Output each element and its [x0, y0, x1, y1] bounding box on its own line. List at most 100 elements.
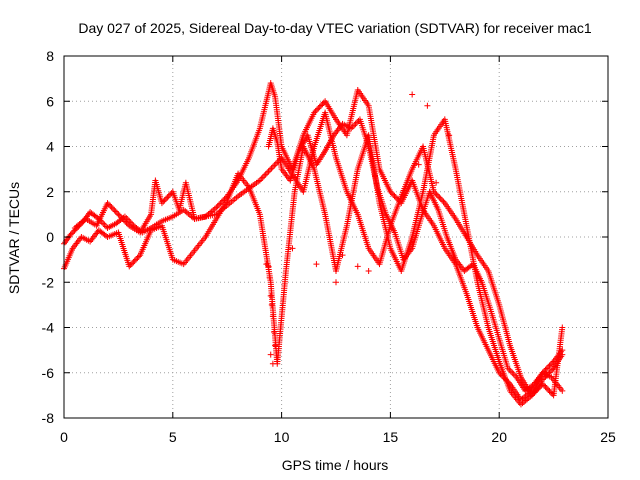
data-point — [123, 219, 130, 226]
data-point — [440, 198, 447, 205]
data-point — [68, 230, 75, 237]
data-point — [135, 253, 142, 260]
data-point — [549, 366, 556, 373]
axis-ticks: 0 5 10 15 20 25 -8 -6 -4 -2 0 2 4 6 8 — [42, 48, 616, 445]
data-point — [390, 191, 397, 198]
data-point — [510, 371, 517, 378]
data-point — [266, 166, 273, 173]
data-point — [160, 198, 167, 205]
data-point — [509, 369, 516, 376]
data-point — [272, 342, 279, 349]
x-tick-label: 10 — [274, 429, 290, 445]
data-point — [547, 389, 554, 396]
data-point — [313, 261, 320, 268]
x-tick-label: 0 — [60, 429, 68, 445]
data-point — [271, 162, 278, 169]
data-point — [72, 226, 79, 233]
data-point — [424, 102, 431, 109]
data-point — [409, 91, 416, 98]
y-tick-label: 6 — [46, 93, 54, 109]
y-tick-label: -4 — [42, 320, 55, 336]
data-point — [262, 171, 269, 178]
data-point — [217, 200, 224, 207]
data-point — [115, 211, 122, 218]
data-point — [546, 362, 553, 369]
data-point — [316, 103, 323, 110]
data-point — [339, 252, 346, 259]
data-point — [545, 364, 552, 371]
data-point — [272, 160, 279, 167]
x-tick-label: 15 — [383, 429, 399, 445]
data-point — [542, 383, 549, 390]
data-point — [134, 254, 141, 261]
data-point — [365, 267, 372, 274]
data-point — [388, 190, 395, 197]
data-point — [269, 163, 276, 170]
data-point — [265, 263, 272, 270]
data-point — [213, 204, 220, 211]
data-point — [167, 191, 174, 198]
data-point — [105, 201, 112, 208]
data-point — [116, 212, 123, 219]
data-point — [67, 231, 74, 238]
data-points — [61, 80, 566, 408]
data-point — [387, 188, 394, 195]
data-point — [109, 205, 116, 212]
data-point — [433, 179, 440, 186]
data-point — [158, 200, 165, 207]
x-tick-label: 5 — [169, 429, 177, 445]
y-tick-label: -2 — [42, 274, 55, 290]
data-point — [129, 260, 135, 267]
data-point — [127, 261, 134, 268]
data-point — [267, 351, 274, 358]
data-point — [543, 385, 550, 392]
data-point — [126, 263, 133, 270]
data-point — [120, 217, 127, 224]
data-point — [391, 192, 398, 199]
data-point — [163, 195, 169, 202]
data-point — [265, 168, 272, 175]
data-point — [70, 229, 77, 236]
data-point — [529, 382, 536, 389]
data-point — [559, 324, 566, 331]
data-point — [122, 218, 129, 225]
data-point — [214, 203, 221, 210]
data-point — [315, 105, 322, 112]
data-point — [559, 387, 566, 394]
data-point — [107, 202, 114, 209]
data-point — [313, 106, 320, 113]
data-point — [218, 198, 225, 205]
data-point — [439, 197, 446, 204]
x-axis-label: GPS time / hours — [282, 457, 389, 473]
data-point — [507, 368, 514, 375]
x-tick-label: 25 — [600, 429, 616, 445]
data-point — [268, 301, 275, 308]
data-point — [433, 191, 440, 198]
data-point — [559, 351, 566, 358]
data-point — [354, 263, 361, 270]
y-tick-label: 0 — [46, 229, 54, 245]
data-point — [333, 279, 339, 286]
data-point — [435, 192, 441, 199]
data-point — [269, 360, 276, 367]
data-point — [108, 204, 115, 211]
chart-title: Day 027 of 2025, Sidereal Day-to-day VTE… — [78, 20, 591, 36]
data-point — [118, 214, 125, 221]
data-point — [114, 209, 121, 216]
y-tick-label: -6 — [42, 365, 55, 381]
data-point — [541, 382, 548, 389]
data-point — [270, 329, 277, 336]
data-point — [104, 200, 111, 207]
data-point — [119, 215, 126, 222]
data-point — [161, 197, 168, 204]
data-point — [543, 365, 550, 372]
data-point — [545, 386, 552, 393]
data-point — [394, 195, 401, 202]
y-tick-label: 4 — [46, 139, 54, 155]
data-point — [133, 256, 140, 263]
data-point — [446, 132, 453, 139]
data-point — [289, 245, 296, 252]
data-point — [131, 257, 138, 264]
data-point — [165, 192, 172, 199]
